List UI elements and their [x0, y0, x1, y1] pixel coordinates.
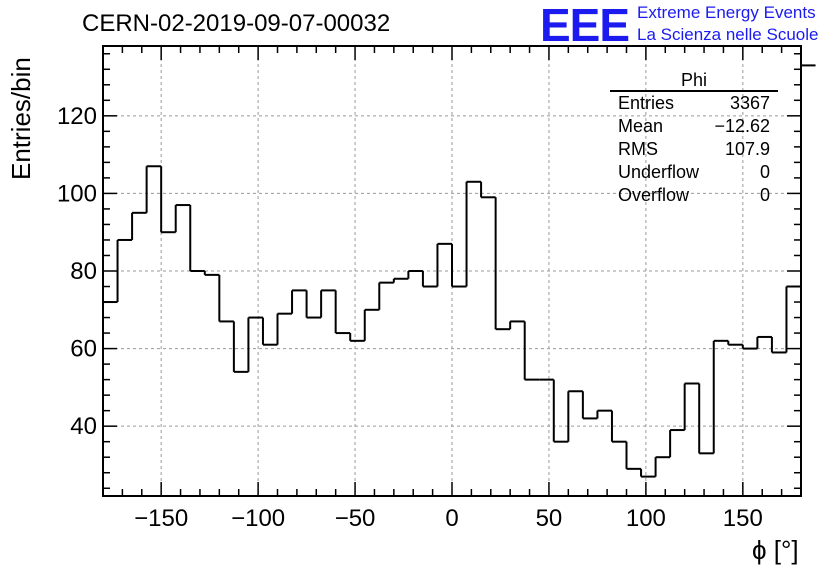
- histogram-title: CERN-02-2019-09-07-00032: [82, 10, 391, 37]
- brand-line-1: Extreme Energy Events: [637, 3, 816, 22]
- stats-row-underflow: Underflow 0: [610, 161, 778, 184]
- stats-key: RMS: [618, 139, 658, 159]
- stats-value: 0: [759, 162, 770, 182]
- stats-row-mean: Mean −12.62: [610, 115, 778, 138]
- stats-value: 3367: [729, 93, 770, 113]
- stats-key: Underflow: [618, 162, 700, 182]
- stats-key: Entries: [618, 93, 675, 113]
- stats-row-entries: Entries 3367: [610, 92, 778, 115]
- stats-value: 107.9: [724, 139, 770, 159]
- y-tick-label: 60: [70, 336, 97, 363]
- y-tick-label: 40: [70, 413, 97, 440]
- axis-ticks: [102, 46, 802, 496]
- stats-name: Phi: [610, 70, 778, 92]
- x-tick-label: −100: [231, 505, 285, 532]
- stats-box: Phi Entries 3367 Mean −12.62 RMS 107.9 U…: [610, 70, 778, 207]
- eee-logo: EEE: [540, 0, 630, 51]
- stats-key: Mean: [618, 116, 664, 136]
- histogram-bars: [102, 64, 816, 496]
- y-tick-label: 100: [57, 180, 97, 207]
- y-axis-label: Entries/bin: [6, 57, 36, 180]
- x-tick-label: −150: [134, 505, 188, 532]
- brand-line-2: La Scienza nelle Scuole: [637, 25, 819, 44]
- y-tick-label: 80: [70, 258, 97, 285]
- y-axis-label-box: Entries/bin: [6, 57, 46, 220]
- tick-labels: −150 −100 −50 0 50 100 150 40 60 80 100 120: [57, 103, 763, 532]
- stats-row-rms: RMS 107.9: [610, 138, 778, 161]
- stats-key: Overflow: [618, 185, 690, 205]
- x-tick-label: 100: [626, 505, 666, 532]
- x-tick-label: 0: [445, 505, 458, 532]
- x-tick-label: 150: [723, 505, 763, 532]
- x-axis-label: ϕ [°]: [752, 535, 799, 565]
- x-tick-label: −50: [335, 505, 376, 532]
- x-tick-label: 50: [536, 505, 563, 532]
- stats-value: −12.62: [714, 116, 770, 136]
- y-tick-label: 120: [57, 103, 97, 130]
- stats-value: 0: [759, 185, 770, 205]
- stats-row-overflow: Overflow 0: [610, 184, 778, 207]
